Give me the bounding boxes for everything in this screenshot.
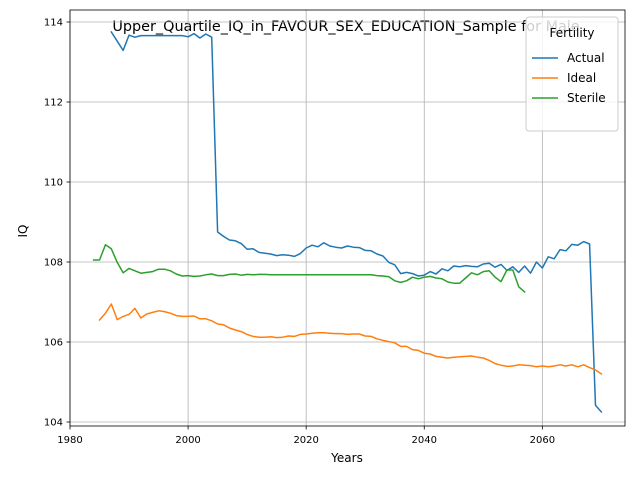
x-tick-label: 2000 <box>175 435 200 446</box>
y-tick-label: 108 <box>44 258 63 269</box>
chart-title: Upper_Quartile_IQ_in_FAVOUR_SEX_EDUCATIO… <box>112 19 579 35</box>
legend-box <box>525 16 619 132</box>
legend-label-actual: Actual <box>567 51 605 65</box>
y-tick-label: 112 <box>44 98 63 109</box>
y-axis-ticks: 104 106 108 110 112 114 <box>44 18 70 429</box>
plot-frame <box>69 9 626 427</box>
x-tick-label: 2020 <box>293 435 318 446</box>
legend-label-ideal: Ideal <box>567 71 596 85</box>
x-tick-label: 1980 <box>57 435 82 446</box>
x-tick-label: 2060 <box>530 435 555 446</box>
y-tick-label: 104 <box>44 418 63 429</box>
y-tick-label: 106 <box>44 338 63 349</box>
x-tick-label: 2040 <box>412 435 437 446</box>
series-line-sterile <box>92 244 526 294</box>
y-tick-label: 110 <box>44 178 63 189</box>
legend: Fertility Actual Ideal Sterile <box>525 16 619 132</box>
series-line-ideal <box>98 303 603 376</box>
series-line-actual <box>110 30 603 414</box>
y-axis-label: IQ <box>16 225 30 238</box>
x-axis-label: Years <box>330 451 363 465</box>
y-tick-label: 114 <box>44 18 63 29</box>
legend-label-sterile: Sterile <box>567 91 606 105</box>
series-lines <box>92 30 603 414</box>
legend-title: Fertility <box>549 26 594 40</box>
x-axis-ticks: 1980 2000 2020 2040 2060 <box>57 426 555 446</box>
